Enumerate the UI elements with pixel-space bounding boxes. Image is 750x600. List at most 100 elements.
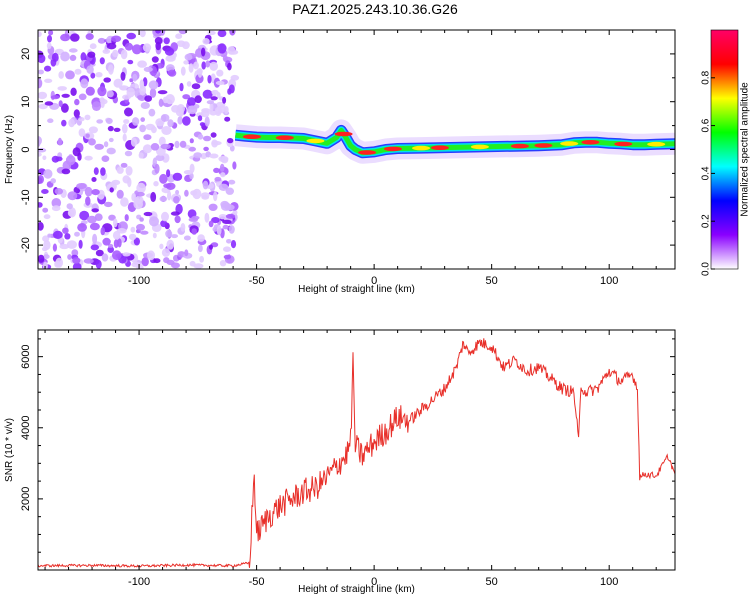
noise-blob: [182, 94, 191, 100]
noise-blob: [207, 30, 216, 36]
noise-blob: [54, 188, 64, 195]
noise-blob: [197, 69, 203, 78]
noise-blob: [61, 93, 70, 98]
noise-blob: [210, 132, 217, 138]
noise-blob: [170, 211, 180, 216]
noise-blob: [41, 189, 49, 194]
noise-blob: [210, 96, 218, 101]
noise-blob: [223, 106, 229, 114]
noise-blob: [107, 243, 114, 248]
y-axis-label: Frequency (Hz): [4, 115, 15, 184]
noise-blob: [55, 156, 63, 162]
noise-blob: [207, 74, 212, 84]
noise-blob: [183, 235, 191, 241]
x-tick-label: -100: [128, 576, 150, 588]
noise-blob: [60, 51, 70, 62]
noise-blob: [72, 262, 82, 269]
noise-blob: [203, 146, 209, 152]
noise-blob: [42, 155, 47, 161]
noise-blob: [91, 208, 99, 213]
noise-blob: [188, 146, 196, 152]
noise-blob: [44, 65, 52, 72]
noise-blob: [141, 257, 149, 267]
noise-blob: [116, 189, 124, 199]
noise-blob: [126, 32, 136, 40]
signal-hotspot: [581, 140, 600, 145]
noise-blob: [201, 47, 206, 57]
x-tick-label: 50: [486, 275, 498, 287]
noise-blob: [228, 179, 236, 185]
noise-blob: [197, 234, 205, 242]
x-tick-label: -50: [249, 576, 265, 588]
noise-blob: [213, 191, 218, 202]
noise-blob: [90, 72, 96, 79]
noise-blob: [90, 244, 100, 251]
noise-blob: [95, 249, 104, 257]
signal-hotspot: [510, 143, 529, 149]
noise-blob: [158, 136, 166, 146]
signal-hotspot: [430, 145, 449, 150]
noise-blob: [215, 80, 225, 86]
noise-blob: [87, 51, 96, 58]
noise-blob: [144, 95, 152, 102]
noise-blob: [62, 227, 69, 234]
noise-blob: [159, 243, 164, 250]
noise-blob: [182, 116, 191, 126]
colorbar-tick-label: 0.2: [701, 214, 712, 228]
noise-blob: [223, 246, 231, 252]
noise-blob: [68, 118, 75, 128]
x-tick-label: -50: [249, 275, 265, 287]
noise-blob: [209, 153, 219, 159]
noise-blob: [104, 201, 113, 208]
colorbar-tick-label: 0.6: [701, 118, 712, 132]
noise-blob: [214, 176, 222, 182]
colorbar-tick-label: 0.0: [701, 262, 712, 276]
noise-blob: [226, 239, 232, 244]
noise-blob: [149, 216, 159, 227]
noise-blob: [155, 154, 165, 162]
noise-blob: [103, 77, 111, 83]
signal-hotspot: [560, 141, 579, 146]
noise-blob: [139, 85, 147, 96]
noise-blob: [41, 246, 48, 252]
noise-blob: [167, 190, 172, 201]
noise-blob: [113, 78, 123, 88]
noise-blob: [102, 49, 111, 54]
y-tick-label: 0: [20, 146, 32, 152]
x-tick-label: -100: [128, 275, 150, 287]
noise-blob: [153, 181, 159, 187]
noise-blob: [50, 95, 60, 100]
noise-blob: [142, 144, 153, 154]
noise-blob: [124, 214, 129, 222]
noise-blob: [202, 180, 209, 190]
noise-blob: [93, 167, 99, 176]
noise-blob: [202, 89, 213, 99]
noise-blob: [139, 30, 146, 38]
noise-blob: [58, 100, 63, 107]
noise-blob: [189, 172, 194, 180]
noise-blob: [47, 118, 54, 123]
signal-hotspot: [470, 144, 489, 150]
noise-blob: [103, 141, 109, 148]
noise-blob: [130, 226, 136, 233]
noise-blob: [55, 257, 63, 268]
y-tick-label: 2000: [20, 487, 32, 511]
noise-blob: [84, 114, 91, 121]
noise-blob: [133, 199, 143, 210]
noise-blob: [201, 61, 206, 70]
signal-hotspot: [412, 145, 431, 151]
noise-blob: [182, 41, 190, 50]
noise-blob: [143, 66, 153, 72]
noise-blob: [227, 62, 232, 71]
noise-blob: [43, 169, 53, 179]
noise-blob: [111, 179, 121, 186]
spectrogram-plot: [38, 30, 675, 269]
noise-blob: [222, 96, 227, 104]
noise-blob: [85, 196, 91, 206]
noise-blob: [193, 152, 203, 159]
noise-blob: [158, 98, 164, 108]
noise-blob: [106, 147, 116, 155]
noise-blob: [183, 60, 189, 65]
noise-blob: [107, 125, 114, 132]
noise-blob: [42, 207, 49, 213]
